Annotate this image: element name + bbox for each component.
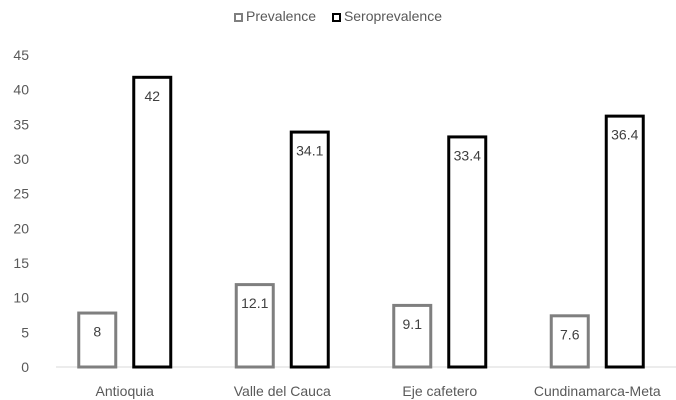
legend-item-prevalence: Prevalence: [234, 8, 316, 24]
data-label: 12.1: [241, 295, 268, 311]
data-label: 9.1: [403, 316, 423, 332]
y-tick-label: 20: [13, 220, 29, 236]
y-tick-label: 15: [13, 255, 29, 271]
data-label: 34.1: [296, 143, 323, 159]
legend-label-prevalence: Prevalence: [246, 8, 317, 24]
x-category-label: Valle del Cauca: [234, 383, 331, 399]
bar-prevalence: [392, 303, 433, 369]
bar-prevalence: [77, 311, 118, 369]
x-category-label: Cundinamarca-Meta: [534, 383, 661, 399]
data-label: 8: [93, 324, 101, 340]
y-tick-label: 35: [13, 116, 29, 132]
y-tick-label: 45: [13, 47, 29, 63]
data-label: 36.4: [611, 127, 638, 143]
bar-seroprevalence: [447, 135, 488, 369]
data-label: 7.6: [560, 326, 580, 342]
y-tick-label: 5: [21, 324, 29, 340]
legend-item-seroprevalence: Seroprevalence: [331, 8, 442, 24]
legend-label-seroprevalence: Seroprevalence: [343, 8, 442, 24]
y-tick-label: 40: [13, 82, 29, 98]
data-label: 33.4: [454, 147, 481, 163]
legend: Prevalence Seroprevalence: [0, 8, 676, 24]
legend-swatch-prevalence: [234, 13, 243, 22]
y-tick-label: 0: [21, 359, 29, 375]
y-tick-label: 25: [13, 186, 29, 202]
bar-seroprevalence: [289, 130, 330, 369]
bar-seroprevalence: [132, 75, 173, 369]
x-category-label: Antioquia: [96, 383, 155, 399]
legend-swatch-seroprevalence: [331, 13, 341, 22]
bar-seroprevalence: [604, 114, 645, 369]
bar-prevalence: [549, 314, 590, 369]
y-tick-label: 30: [13, 151, 29, 167]
data-label: 42: [144, 88, 160, 104]
bar-prevalence: [234, 283, 275, 369]
x-category-label: Eje cafetero: [402, 383, 477, 399]
y-tick-label: 10: [13, 290, 29, 306]
